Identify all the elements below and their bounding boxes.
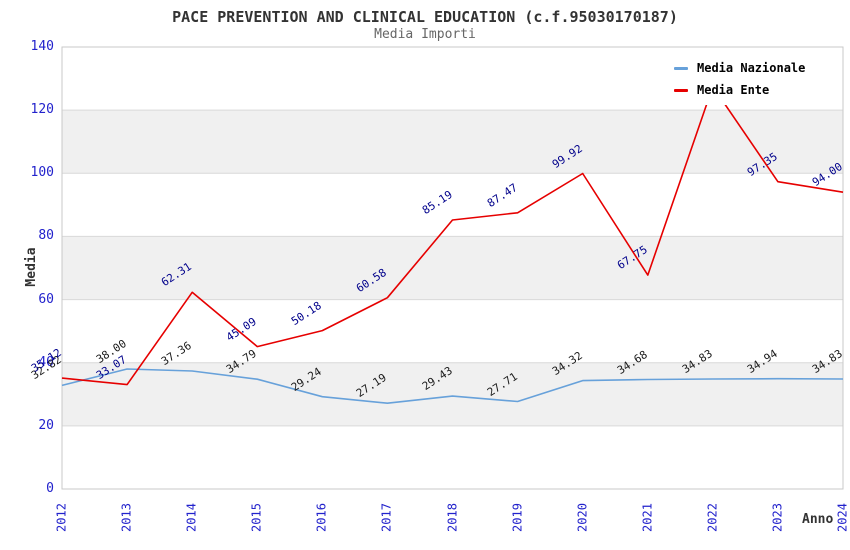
x-tick-label: 2017 <box>379 503 394 532</box>
chart-title: PACE PREVENTION AND CLINICAL EDUCATION (… <box>172 8 678 26</box>
legend-label-media-ente: Media Ente <box>697 83 770 97</box>
x-tick-label: 2019 <box>510 503 525 532</box>
media-nazionale-line <box>61 368 844 405</box>
y-tick-label: 0 <box>46 481 54 496</box>
x-tick-label: 2012 <box>54 503 69 532</box>
legend-item-media-nazionale: Media Nazionale <box>664 57 814 79</box>
x-tick-label: 2024 <box>835 503 850 532</box>
media-ente-line-swatch <box>674 88 688 92</box>
x-tick-label: 2021 <box>640 503 655 532</box>
band <box>62 236 843 300</box>
chart-subtitle: Media Importi <box>374 27 476 42</box>
legend-item-media-ente: Media Ente <box>664 79 814 101</box>
x-tick-label: 2016 <box>314 503 329 532</box>
y-tick-label: 120 <box>30 102 54 117</box>
legend: Media Nazionale Media Ente <box>664 55 814 105</box>
x-tick-label: 2018 <box>445 503 460 532</box>
media-nazionale-line-swatch <box>674 66 688 70</box>
y-tick-label: 80 <box>38 228 54 243</box>
x-tick-label: 2023 <box>770 503 785 532</box>
y-tick-label: 20 <box>38 418 54 433</box>
x-tick-label: 2013 <box>119 503 134 532</box>
x-axis-label: Anno <box>802 512 834 527</box>
band <box>62 110 843 174</box>
x-tick-label: 2015 <box>249 503 264 532</box>
x-tick-label: 2014 <box>184 503 199 532</box>
legend-label-media-nazionale: Media Nazionale <box>697 61 806 75</box>
band <box>62 362 843 426</box>
y-tick-label: 140 <box>30 39 54 54</box>
y-tick-label: 40 <box>38 355 54 370</box>
y-tick-label: 60 <box>38 292 54 307</box>
x-tick-label: 2022 <box>705 503 720 532</box>
plot-border <box>61 46 844 490</box>
x-tick-label: 2020 <box>575 503 590 532</box>
y-tick-label: 100 <box>30 165 54 180</box>
